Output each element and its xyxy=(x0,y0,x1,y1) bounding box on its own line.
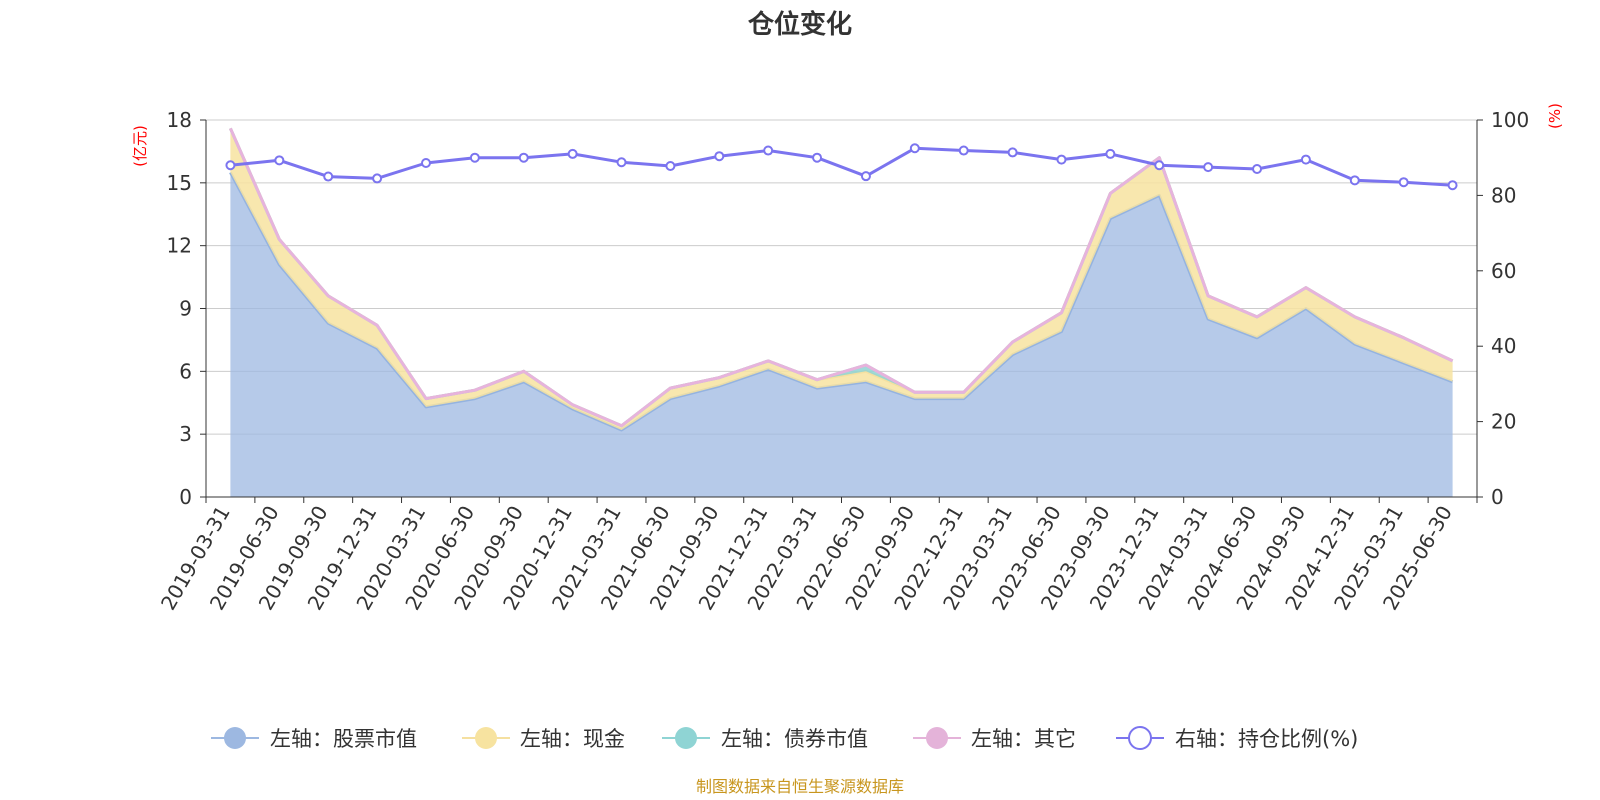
ratio-point xyxy=(714,151,725,162)
legend-marker xyxy=(675,727,697,749)
legend-label: 左轴：股票市值 xyxy=(270,727,417,751)
ratio-point xyxy=(1252,164,1263,175)
ratio-point xyxy=(1105,148,1116,159)
ratio-line xyxy=(230,146,1453,187)
ratio-point xyxy=(1349,175,1360,186)
area-line-4 xyxy=(229,127,1454,428)
ratio-point xyxy=(1300,154,1311,165)
left-tick-label: 0 xyxy=(179,485,192,509)
legend-label: 左轴：现金 xyxy=(520,727,625,751)
right-tick-label: 100 xyxy=(1491,108,1529,132)
ratio-point xyxy=(372,173,383,184)
left-tick-label: 9 xyxy=(179,297,192,321)
ratio-point xyxy=(958,145,969,156)
left-axis-unit: (亿元) xyxy=(131,125,149,167)
left-tick-label: 6 xyxy=(179,359,192,383)
legend-marker xyxy=(926,727,948,749)
legend-marker xyxy=(224,727,246,749)
ratio-point xyxy=(812,152,823,163)
ratio-point xyxy=(860,171,871,182)
chart-title: 仓位变化 xyxy=(747,9,852,40)
legend-marker xyxy=(475,727,497,749)
right-tick-label: 80 xyxy=(1491,183,1516,207)
legend-label: 右轴：持仓比例(%) xyxy=(1175,727,1358,751)
source-note: 制图数据来自恒生聚源数据库 xyxy=(696,777,904,796)
ratio-point xyxy=(616,157,627,168)
left-tick-label: 12 xyxy=(167,234,192,258)
ratio-point xyxy=(1154,160,1165,171)
ratio-point xyxy=(420,157,431,168)
ratio-point xyxy=(225,160,236,171)
ratio-point xyxy=(567,148,578,159)
left-tick-label: 3 xyxy=(179,422,192,446)
legend-label: 左轴：其它 xyxy=(971,727,1076,751)
ratio-point xyxy=(518,152,529,163)
legend-label: 左轴：债券市值 xyxy=(721,727,868,751)
left-tick-label: 18 xyxy=(167,108,192,132)
left-tick-label: 15 xyxy=(167,171,192,195)
ratio-point xyxy=(763,145,774,156)
ratio-point xyxy=(1203,162,1214,173)
ratio-point xyxy=(274,155,285,166)
right-tick-label: 0 xyxy=(1491,485,1504,509)
right-tick-label: 60 xyxy=(1491,259,1516,283)
ratio-point xyxy=(1447,180,1458,191)
ratio-point xyxy=(909,143,920,154)
ratio-point xyxy=(665,160,676,171)
ratio-point xyxy=(1007,147,1018,158)
ratio-point xyxy=(323,171,334,182)
right-axis-unit: (%) xyxy=(1546,103,1564,129)
right-tick-label: 20 xyxy=(1491,410,1516,434)
area-1 xyxy=(230,172,1453,497)
ratio-point xyxy=(1056,154,1067,165)
legend-marker xyxy=(1128,726,1152,750)
ratio-point xyxy=(469,152,480,163)
ratio-point xyxy=(1398,177,1409,188)
right-tick-label: 40 xyxy=(1491,334,1516,358)
